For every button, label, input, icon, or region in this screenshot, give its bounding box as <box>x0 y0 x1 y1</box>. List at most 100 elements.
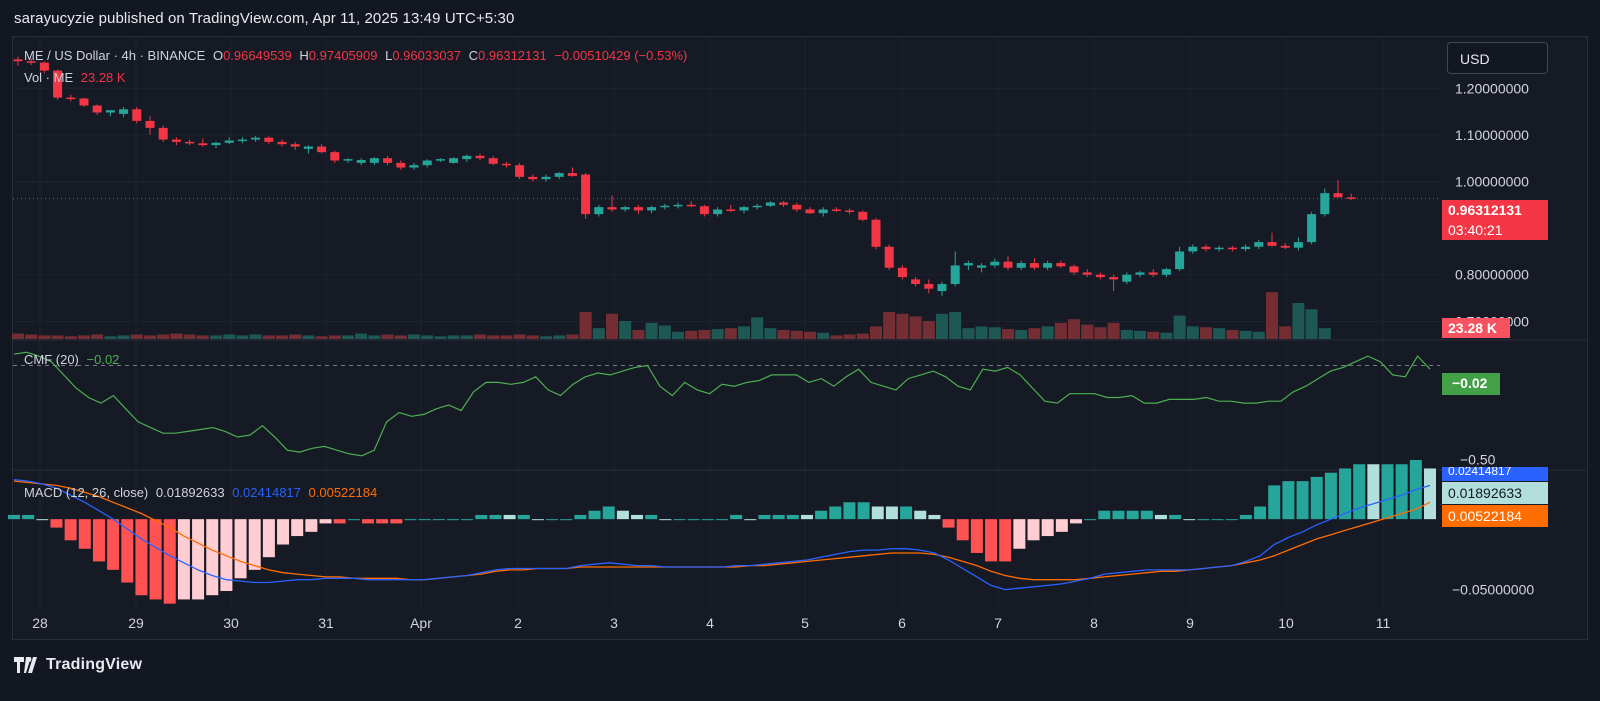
cmf-label[interactable]: CMF (20) <box>24 352 79 367</box>
candle-body <box>409 165 419 168</box>
volume-bar <box>830 335 843 339</box>
candle-body <box>528 176 538 180</box>
footer <box>0 641 1600 701</box>
volume-bar <box>777 330 790 339</box>
cmf-value: −0.02 <box>86 352 120 367</box>
candle-body <box>884 246 894 268</box>
macd-histogram-bar <box>1395 464 1408 520</box>
candle-body <box>92 105 102 113</box>
volume-bar <box>1068 319 1080 339</box>
candle-body <box>1267 242 1277 246</box>
high-value: 0.97405909 <box>308 48 378 63</box>
x-tick-label: 10 <box>1278 615 1294 631</box>
volume-bar <box>764 328 777 339</box>
volume-bar <box>790 330 803 339</box>
volume-bar <box>421 335 434 339</box>
volume-bar <box>394 335 407 339</box>
publisher-info: sarayucyzie published on TradingView.com… <box>14 10 515 27</box>
price-axis-label: 1.00000000 <box>1455 174 1529 190</box>
macd-histogram-bar <box>1140 510 1153 520</box>
volume-bar <box>962 328 975 339</box>
x-tick-label: 8 <box>1090 615 1098 631</box>
candle-body <box>1016 263 1026 268</box>
candle-body <box>356 160 366 163</box>
candle-body <box>541 176 551 180</box>
macd-line-tag: 0.02414817 <box>1442 467 1548 481</box>
volume-bar <box>658 325 671 339</box>
volume-bar <box>78 335 90 339</box>
candle-body <box>1346 197 1356 199</box>
volume-bar <box>1200 327 1212 339</box>
volume-bar <box>526 335 539 339</box>
candle-body <box>224 140 234 143</box>
candle-body <box>303 146 313 149</box>
volume-bar <box>447 335 460 339</box>
volume-bar <box>843 334 856 339</box>
x-tick-label: 7 <box>994 615 1002 631</box>
candle-body <box>726 209 736 211</box>
macd-histogram-bar <box>489 514 502 520</box>
volume-bar <box>1094 327 1107 339</box>
volume-bar <box>144 335 156 339</box>
candle-body <box>699 206 709 215</box>
candle-body <box>1254 242 1264 247</box>
volume-bar <box>922 321 935 339</box>
volume-bar <box>856 333 869 339</box>
macd-label[interactable]: MACD (12, 26, close) <box>24 485 149 500</box>
volume-bar <box>1305 309 1318 339</box>
volume-bar <box>434 336 447 339</box>
candle-body <box>1135 272 1145 275</box>
cmf-axis-label: −0.50 <box>1460 452 1496 468</box>
volume-bar <box>91 334 104 339</box>
macd-histogram-bar <box>1197 519 1210 521</box>
currency-button[interactable]: USD <box>1447 42 1548 74</box>
candle-body <box>660 205 670 208</box>
macd-legend: MACD (12, 26, close) 0.01892633 0.024148… <box>24 485 381 500</box>
volume-tag: 23.28 K <box>1442 318 1510 338</box>
volume-bar <box>632 330 645 339</box>
macd-histogram-bar <box>1225 519 1238 521</box>
price-axis-label: 0.80000000 <box>1455 267 1529 283</box>
x-tick-label: 29 <box>128 615 144 631</box>
volume-bar <box>909 316 922 339</box>
macd-histogram-bar <box>503 514 516 520</box>
macd-histogram-bar <box>546 519 559 521</box>
price-axis-label: 1.10000000 <box>1455 127 1529 143</box>
volume-bar <box>698 330 711 339</box>
candle-body <box>924 284 934 289</box>
candle-body <box>594 207 604 215</box>
candle-body <box>792 204 802 210</box>
macd-histogram-bar <box>942 519 955 528</box>
volume-bar <box>315 336 328 339</box>
candle-body <box>1241 246 1251 250</box>
candle-body <box>343 159 353 161</box>
macd-histogram-bar <box>1381 464 1394 520</box>
macd-histogram-bar <box>121 519 134 583</box>
volume-bar <box>540 336 552 339</box>
volume-bar <box>804 331 816 339</box>
candle-body <box>1003 261 1013 268</box>
macd-histogram-bar <box>985 519 998 562</box>
candle-body <box>581 174 591 215</box>
macd-histogram-bar <box>786 514 799 520</box>
close-value: 0.96312131 <box>478 48 547 63</box>
volume-label[interactable]: Vol · ME <box>24 70 74 85</box>
volume-bar <box>870 326 882 339</box>
macd-histogram-bar <box>262 519 275 558</box>
macd-histogram-bar <box>758 514 771 520</box>
volume-bar <box>579 312 592 339</box>
candle-body <box>1161 269 1171 275</box>
symbol-title[interactable]: ME / US Dollar · 4h · BINANCE <box>24 48 206 63</box>
macd-histogram-bar <box>177 519 190 600</box>
x-tick-label: 4 <box>706 615 714 631</box>
macd-histogram-bar <box>800 514 813 520</box>
x-tick-label: 30 <box>223 615 239 631</box>
macd-histogram-bar <box>900 506 913 520</box>
candle-body <box>171 139 181 142</box>
tradingview-logo[interactable]: TradingView <box>14 655 142 675</box>
macd-histogram-bar <box>1296 481 1309 520</box>
volume-bar <box>210 335 222 339</box>
volume-bar <box>328 335 341 339</box>
macd-histogram-bar <box>234 519 247 579</box>
